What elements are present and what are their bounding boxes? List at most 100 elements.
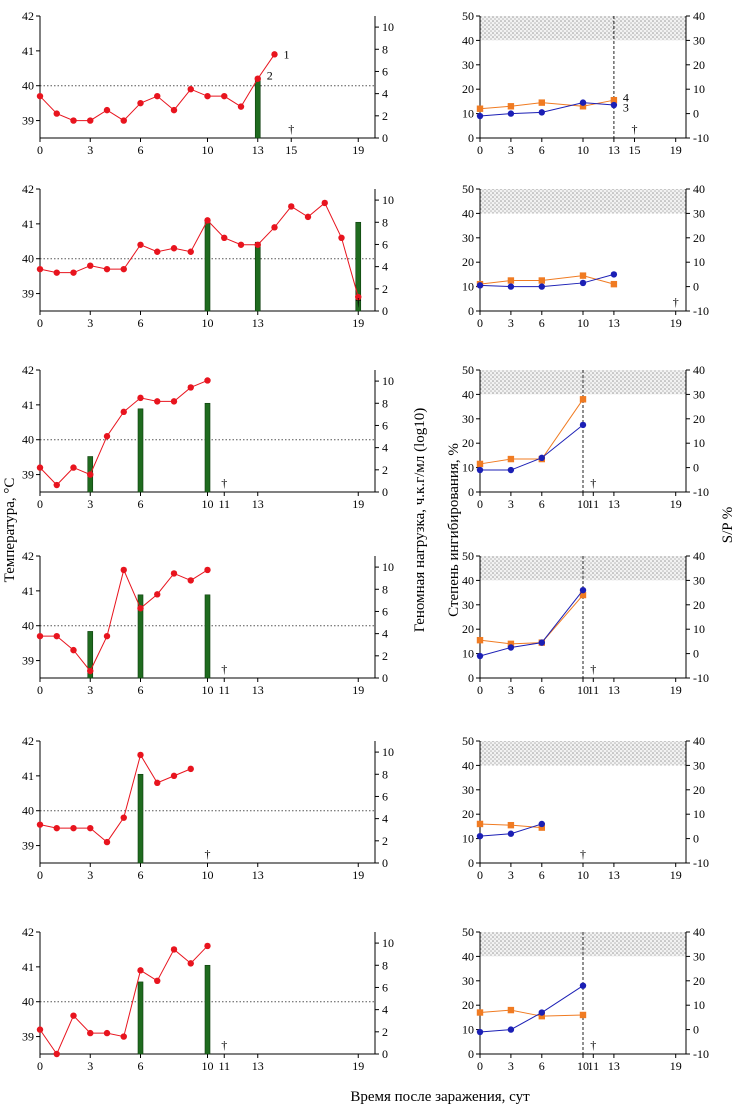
x-tick-label: 6 [138, 497, 144, 511]
x-tick-label: 10 [202, 683, 214, 697]
y-tick-label: 10 [462, 461, 474, 475]
sp-point [579, 1011, 587, 1019]
y2-tick-label: 2 [382, 1025, 388, 1039]
y2-tick-label: 8 [382, 396, 388, 410]
y2-tick-label: 0 [382, 1047, 388, 1061]
y2-tick-label: 8 [382, 958, 388, 972]
x-tick-label: 6 [539, 683, 545, 697]
temperature-point [70, 117, 77, 124]
series-annotation: 2 [267, 68, 273, 82]
temperature-point [170, 570, 178, 577]
y-tick-label: 0 [468, 1047, 474, 1061]
x-tick-label: 6 [539, 1059, 545, 1073]
y-tick-label: 20 [462, 622, 474, 636]
x-tick-label: 6 [539, 143, 545, 157]
y-tick-label: 41 [22, 584, 34, 598]
temperature-point [137, 967, 144, 974]
death-dagger: † [221, 1038, 227, 1052]
y2-tick-label: 0 [382, 485, 388, 499]
y2-tick-label: 40 [693, 549, 705, 563]
inhibition-point [476, 466, 484, 474]
y2-tick-label: -10 [693, 304, 709, 318]
temperature-point [137, 605, 144, 612]
inhibition-point [579, 279, 587, 287]
temperature-point [53, 1050, 60, 1058]
panel-animal-2-serology: 0 3 6 10 13 19 0 10 20 30 40 50 -10 0 10 20 30 40 † [462, 182, 709, 330]
temperature-point [170, 946, 178, 953]
y-tick-label: 41 [22, 769, 34, 783]
y-tick-label: 39 [22, 1030, 34, 1044]
right-y2label: S/P % [720, 507, 736, 544]
temperature-point [154, 977, 161, 984]
y2-tick-label: 8 [382, 42, 388, 56]
x-tick-label: 19 [352, 868, 364, 882]
y2-tick-label: 0 [693, 280, 699, 294]
genome-load-bar [137, 594, 144, 679]
y2-tick-label: 2 [382, 649, 388, 663]
y-tick-label: 0 [468, 131, 474, 145]
temperature-point [170, 772, 178, 780]
inhibition-point [507, 466, 515, 474]
y2-tick-label: 10 [693, 998, 705, 1012]
panel-animal-2-temperature: 0 3 6 10 13 19 39 40 41 42 0 2 4 6 8 10 † [22, 182, 394, 330]
y-tick-label: 10 [462, 1023, 474, 1037]
y-tick-label: 40 [22, 619, 34, 633]
x-tick-label: 19 [352, 683, 364, 697]
inhibition-point [579, 99, 587, 106]
temperature-point [271, 51, 278, 58]
y-tick-label: 50 [462, 734, 474, 748]
sp-point [538, 99, 545, 106]
genome-load-bar [204, 221, 211, 312]
x-tick-label: 3 [508, 1059, 514, 1073]
series-annotation: 4 [623, 91, 629, 105]
y2-tick-label: 20 [693, 974, 705, 988]
y-tick-label: 41 [22, 217, 34, 231]
genome-load-bar [137, 773, 144, 864]
panel-animal-4-temperature: 0 3 6 10 11 13 19 39 40 41 42 0 2 4 6 8 10 † [22, 549, 394, 697]
temperature-point [187, 86, 194, 93]
temperature-point [321, 199, 328, 207]
temperature-point [103, 106, 111, 114]
y2-tick-label: 40 [693, 363, 705, 377]
inhibition-point [610, 101, 618, 109]
temperature-point [120, 1033, 127, 1040]
y-tick-label: 0 [468, 485, 474, 499]
temperature-point [187, 248, 194, 255]
x-tick-label: 19 [670, 497, 682, 511]
x-tick-label: 3 [87, 316, 93, 330]
y-tick-label: 42 [22, 9, 34, 23]
x-tick-label: 0 [477, 316, 483, 330]
y2-tick-label: 20 [693, 231, 705, 245]
x-tick-label: 10 [577, 683, 589, 697]
y2-tick-label: 4 [382, 812, 388, 826]
y2-tick-label: 20 [693, 412, 705, 426]
sp-point [538, 277, 545, 284]
y2-tick-label: 10 [382, 560, 394, 574]
death-dagger: † [590, 476, 596, 490]
sp-line [479, 99, 614, 110]
x-tick-label: 19 [670, 868, 682, 882]
y2-tick-label: 6 [382, 604, 388, 618]
x-tick-label: 0 [37, 497, 43, 511]
left-ylabel: Температура, °С [2, 478, 18, 583]
temperature-point [70, 464, 77, 471]
temperature-point [187, 577, 194, 584]
y2-tick-label: 4 [382, 87, 388, 101]
y-tick-label: 30 [462, 58, 474, 72]
y-tick-label: 30 [462, 412, 474, 426]
genome-load-bar [87, 631, 94, 679]
y2-tick-label: 20 [693, 58, 705, 72]
y-tick-label: 40 [22, 79, 34, 93]
temperature-point [120, 117, 127, 124]
x-tick-label: 19 [670, 1059, 682, 1073]
death-dagger: † [205, 847, 211, 861]
temperature-point [170, 398, 178, 405]
x-tick-label: 13 [252, 683, 264, 697]
y-tick-label: 40 [22, 433, 34, 447]
temperature-point [154, 779, 161, 787]
temperature-point [36, 92, 44, 100]
y-tick-label: 10 [462, 280, 474, 294]
inhibition-point [538, 283, 545, 290]
